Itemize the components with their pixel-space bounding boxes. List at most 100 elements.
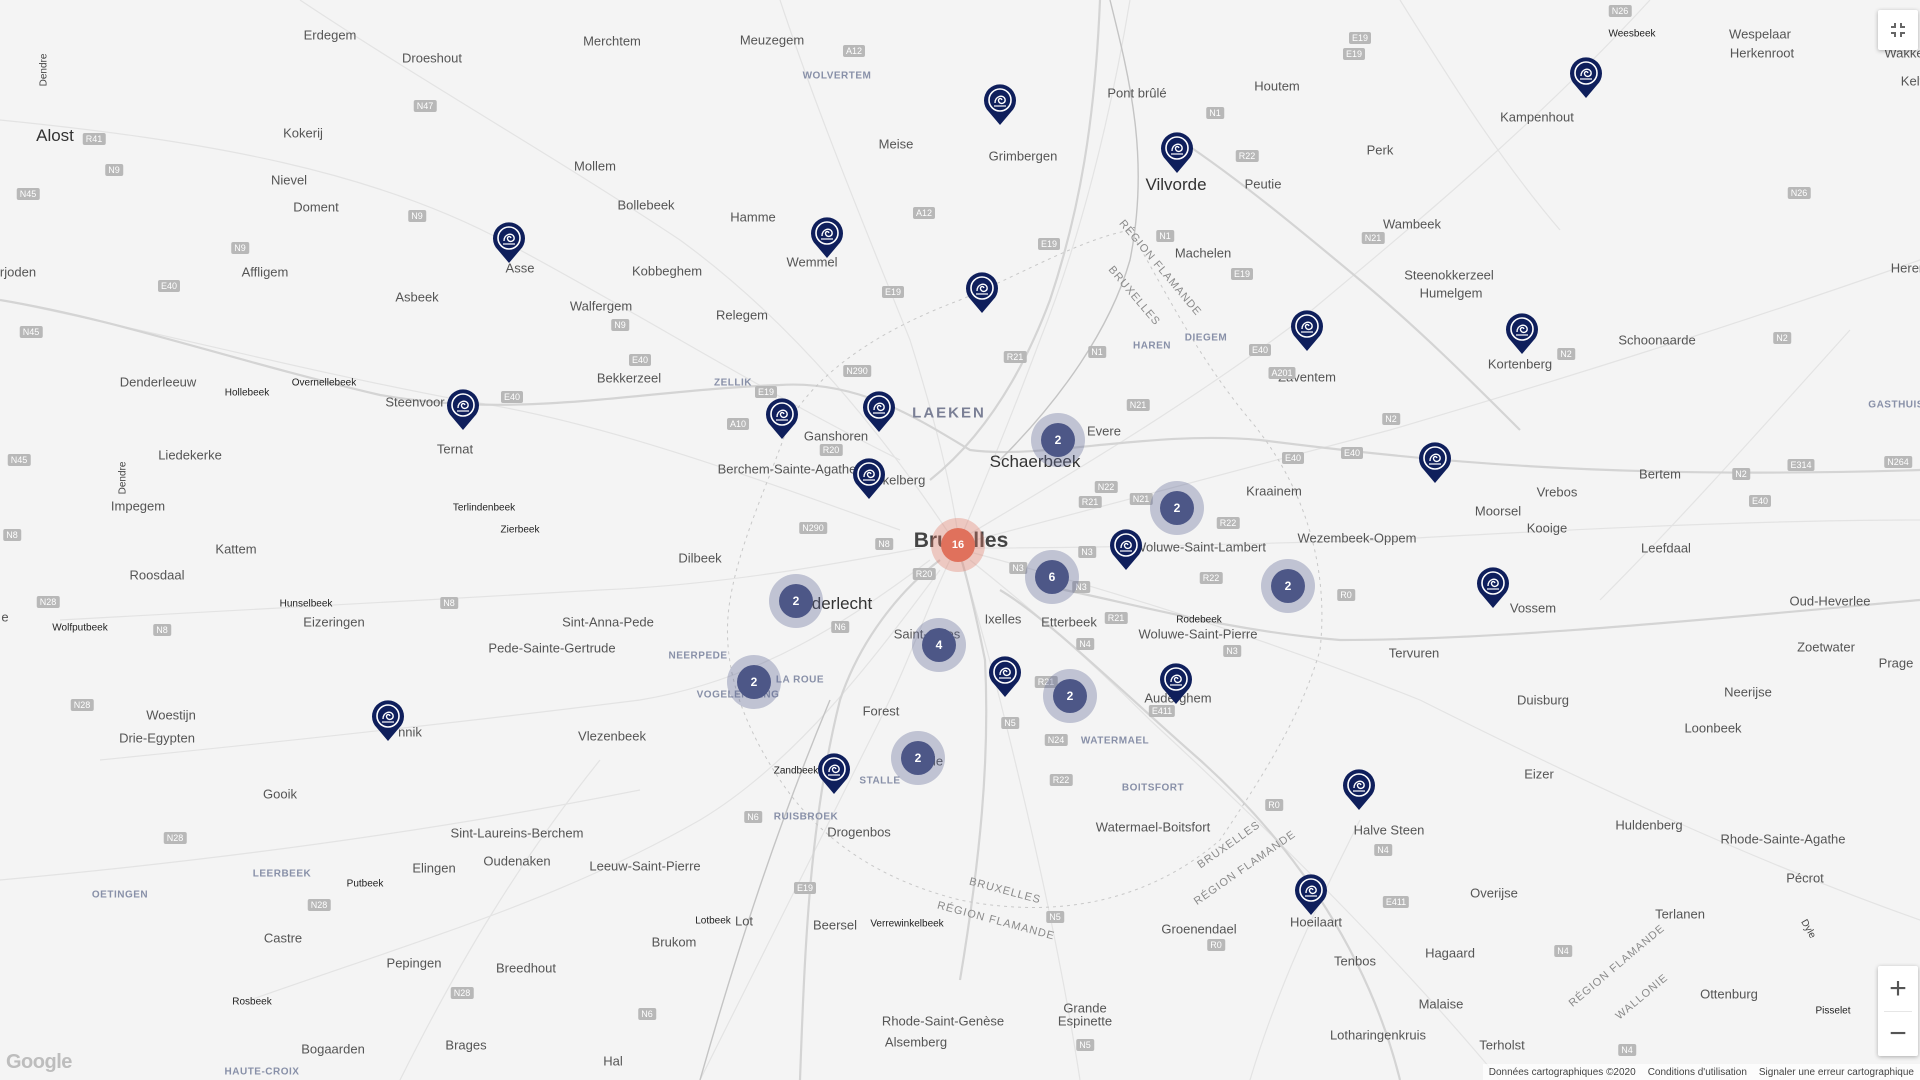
- report-error-link[interactable]: Signaler une erreur cartographique: [1758, 1066, 1914, 1078]
- marker-cluster[interactable]: 2: [727, 655, 781, 709]
- zoom-in-button[interactable]: +: [1889, 971, 1907, 1005]
- cluster-count: 2: [737, 665, 771, 699]
- place-label: Leeuw-Saint-Pierre: [589, 858, 701, 874]
- location-pin[interactable]: [1504, 311, 1540, 355]
- marker-cluster[interactable]: 2: [891, 731, 945, 785]
- location-pin[interactable]: [1108, 527, 1144, 571]
- road-label: R0: [1265, 799, 1283, 811]
- place-label: Asse: [505, 260, 535, 276]
- road-label: N28: [36, 596, 60, 608]
- place-label: Zandbeek: [773, 765, 819, 777]
- location-pin[interactable]: [1158, 661, 1194, 705]
- place-label: Brukom: [651, 934, 697, 950]
- location-pin[interactable]: [491, 220, 527, 264]
- place-label: Hagaard: [1425, 945, 1475, 961]
- location-pin[interactable]: [809, 215, 845, 259]
- road-label: E40: [1748, 495, 1772, 507]
- place-label: Relegem: [715, 307, 769, 323]
- place-label: WOLVERTEM: [802, 70, 872, 82]
- place-label: Wolfputbeek: [52, 622, 108, 634]
- place-label: Dendre: [117, 461, 129, 495]
- marker-cluster[interactable]: 16: [931, 518, 985, 572]
- location-pin[interactable]: [445, 387, 481, 431]
- marker-cluster[interactable]: 2: [1150, 481, 1204, 535]
- marker-cluster[interactable]: 4: [912, 618, 966, 672]
- road-label: N8: [153, 624, 171, 636]
- place-label: Hoeilaart: [1289, 914, 1343, 930]
- road-label: R20: [819, 444, 843, 456]
- marker-cluster[interactable]: 2: [769, 574, 823, 628]
- cluster-count: 2: [1053, 679, 1087, 713]
- place-label: Alsemberg: [884, 1034, 948, 1050]
- location-pin[interactable]: [1293, 872, 1329, 916]
- road-label: N45: [19, 326, 43, 338]
- road-label: N2: [1773, 332, 1791, 344]
- place-label: Affligem: [241, 264, 289, 280]
- place-label: Watermael-Boitsfort: [1095, 819, 1211, 835]
- google-logo[interactable]: Google: [6, 1051, 72, 1073]
- place-label: Lotharingenkruis: [1329, 1027, 1427, 1043]
- location-pin[interactable]: [370, 698, 406, 742]
- pin-icon: [853, 458, 885, 499]
- place-label: Asbeek: [395, 289, 439, 305]
- place-label: Houtem: [1254, 78, 1300, 94]
- place-label: Lotbeek: [695, 915, 731, 927]
- place-label: Bertem: [1639, 466, 1681, 482]
- road-label: N6: [831, 621, 849, 633]
- road-label: N3: [1009, 562, 1027, 574]
- place-label: Ganshoren: [803, 428, 869, 444]
- location-pin[interactable]: [861, 389, 897, 433]
- terms-link[interactable]: Conditions d'utilisation: [1647, 1066, 1747, 1078]
- place-label: LEERBEEK: [252, 868, 312, 880]
- place-label: Rhode-Saint-Genèse: [881, 1013, 1005, 1029]
- place-label: Kampenhout: [1500, 109, 1574, 125]
- place-label: Evere: [1087, 423, 1121, 439]
- location-pin[interactable]: [764, 396, 800, 440]
- place-label: Ternat: [436, 441, 474, 457]
- place-label: Doment: [293, 199, 339, 215]
- zoom-out-button[interactable]: −: [1889, 1016, 1907, 1050]
- road-label: N3: [1078, 546, 1096, 558]
- pin-icon: [493, 222, 525, 263]
- place-label: HAUTE-CROIX: [224, 1066, 300, 1078]
- fullscreen-button[interactable]: [1878, 10, 1918, 50]
- road-label: N5: [1001, 717, 1019, 729]
- pin-icon: [766, 398, 798, 439]
- place-label: le: [932, 753, 944, 769]
- road-label: N21: [1126, 399, 1150, 411]
- location-pin[interactable]: [1289, 308, 1325, 352]
- pin-icon: [818, 753, 850, 794]
- road-label: N21: [1129, 493, 1153, 505]
- location-pin[interactable]: [1417, 440, 1453, 484]
- road-label: N264: [1884, 456, 1912, 468]
- marker-cluster[interactable]: 2: [1261, 559, 1315, 613]
- road-label: R21: [1104, 612, 1128, 624]
- marker-cluster[interactable]: 6: [1025, 550, 1079, 604]
- location-pin[interactable]: [982, 82, 1018, 126]
- place-label: Putbeek: [346, 878, 384, 890]
- marker-cluster[interactable]: 2: [1043, 669, 1097, 723]
- place-label: Machelen: [1174, 245, 1232, 261]
- road-label: N26: [1608, 5, 1632, 17]
- location-pin[interactable]: [1475, 565, 1511, 609]
- place-label: Meuzegem: [739, 32, 805, 48]
- location-pin[interactable]: [1568, 55, 1604, 99]
- location-pin[interactable]: [816, 751, 852, 795]
- location-pin[interactable]: [1341, 767, 1377, 811]
- place-label: Eizer: [1524, 766, 1554, 782]
- place-label: Kokerij: [283, 125, 323, 141]
- location-pin[interactable]: [1159, 130, 1195, 174]
- road-label: R41: [82, 133, 106, 145]
- place-label: STALLE: [859, 775, 901, 787]
- marker-cluster[interactable]: 2: [1031, 413, 1085, 467]
- zoom-divider: [1884, 1010, 1912, 1012]
- location-pin[interactable]: [851, 456, 887, 500]
- road-label: R22: [1235, 150, 1259, 162]
- place-label: Huldenberg: [1615, 817, 1683, 833]
- location-pin[interactable]: [964, 270, 1000, 314]
- location-pin[interactable]: [987, 654, 1023, 698]
- road-label: E40: [1281, 452, 1305, 464]
- road-label: N8: [3, 529, 21, 541]
